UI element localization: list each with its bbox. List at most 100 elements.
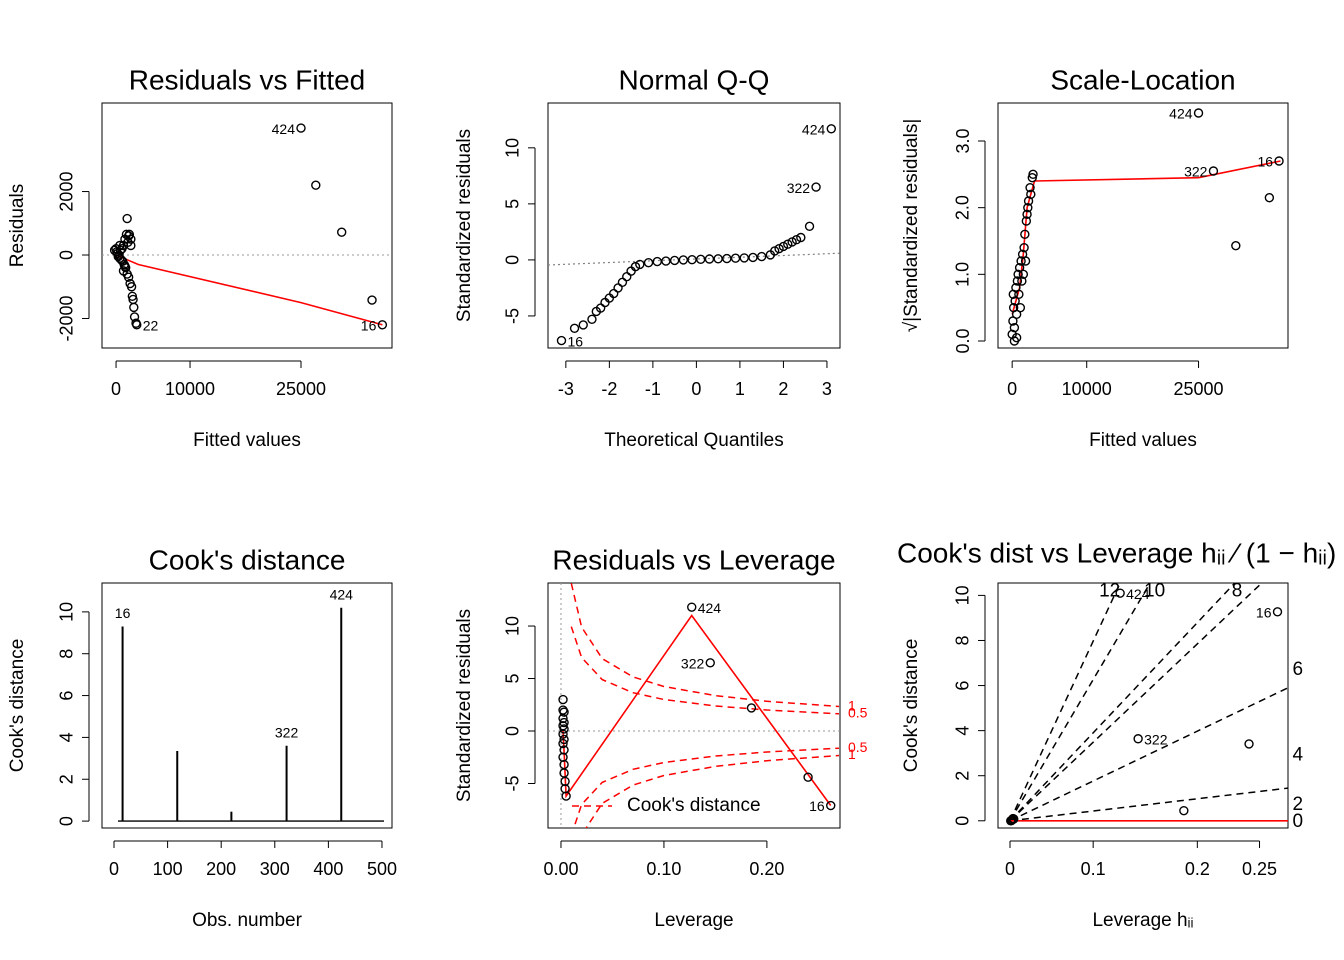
contour-line [585, 754, 840, 828]
panel-title: Normal Q-Q [619, 64, 770, 95]
point [661, 256, 671, 266]
point [1022, 209, 1032, 220]
y-tick-label: 4 [953, 726, 973, 736]
point [678, 255, 689, 265]
plot-area [1009, 583, 1288, 822]
y-tick-label: 0 [503, 255, 523, 265]
point-label: 16 [1257, 154, 1273, 170]
contour-label: 6 [1292, 659, 1303, 680]
y-tick-label: 0 [57, 250, 77, 260]
plot-frame [547, 582, 841, 829]
point [1272, 607, 1283, 617]
point [1028, 169, 1038, 180]
x-tick-label: 25000 [1174, 379, 1224, 399]
y-tick-label: 8 [57, 649, 77, 659]
y-tick-label: 8 [953, 635, 973, 645]
x-tick-label: 500 [367, 859, 397, 879]
contour-line [1009, 687, 1288, 822]
y-axis-label: √|Standardized residuals| [901, 119, 922, 333]
x-tick-label: 100 [153, 859, 183, 879]
x-axis-label: Fitted values [1089, 430, 1197, 451]
y-tick-label: 10 [503, 616, 523, 636]
x-tick-label: 0 [109, 859, 119, 879]
point [1016, 256, 1026, 266]
contour-label: 0.5 [848, 704, 868, 720]
point [713, 254, 723, 264]
contour-label: 8 [1232, 580, 1243, 601]
point [748, 252, 758, 263]
point [115, 245, 126, 255]
point [1018, 269, 1029, 280]
point [826, 800, 836, 811]
y-tick-label: 0 [503, 726, 523, 736]
x-tick-label: 0.1 [1081, 859, 1106, 879]
point [1017, 276, 1027, 286]
point [377, 320, 388, 330]
x-tick-label: 0.25 [1242, 859, 1277, 879]
point [1244, 739, 1254, 749]
x-tick-label: 0 [691, 379, 701, 399]
x-tick-label: 3 [822, 379, 832, 399]
panel-title: Scale-Location [1050, 64, 1235, 95]
contour-line [1009, 583, 1151, 822]
point [1020, 229, 1030, 240]
plot-frame [997, 582, 1289, 829]
point [722, 253, 732, 264]
plot-frame [101, 582, 393, 829]
point [826, 124, 836, 134]
x-tick-label: 25000 [276, 379, 326, 399]
contour-label: 0.5 [848, 739, 868, 755]
point [739, 253, 749, 263]
point [705, 658, 715, 668]
point [1014, 289, 1024, 300]
y-tick-label: 10 [953, 585, 973, 605]
y-tick-label: 2000 [57, 172, 77, 212]
point [1193, 108, 1204, 118]
point [123, 272, 134, 282]
smooth-line [562, 614, 832, 806]
x-axis-label: Leverage hᵢᵢ [1092, 910, 1193, 931]
point-label: 424 [1169, 106, 1193, 122]
point [129, 302, 139, 313]
contour-line [570, 583, 840, 708]
point [1179, 805, 1189, 816]
point [311, 180, 321, 190]
point [796, 232, 806, 243]
x-tick-label: 0.2 [1185, 859, 1210, 879]
point [115, 240, 125, 251]
point [1015, 302, 1026, 313]
point [118, 266, 129, 276]
point [558, 729, 568, 739]
point [559, 724, 569, 734]
contour-line [573, 747, 840, 828]
y-tick-label: 2 [57, 774, 77, 784]
point [746, 703, 757, 713]
x-tick-label: 200 [206, 859, 236, 879]
x-tick-label: 10000 [165, 379, 215, 399]
contour-line [1009, 787, 1288, 822]
contour-label: 1 [848, 697, 856, 713]
panel-title: Residuals vs Leverage [552, 544, 835, 575]
x-tick-label: 0.10 [646, 859, 681, 879]
point-label: 16 [1256, 605, 1272, 621]
contour-label: 10 [1144, 580, 1165, 601]
point [122, 213, 132, 224]
point [1231, 240, 1241, 251]
contour-label: 12 [1099, 580, 1120, 601]
x-tick-label: 10000 [1062, 379, 1112, 399]
y-tick-label: 4 [57, 732, 77, 742]
point [1023, 196, 1034, 206]
contour-label: 1 [848, 746, 856, 762]
plot-frame [101, 102, 393, 349]
panel-title: Cook's dist vs Leverage hᵢᵢ ⁄ (1 − hᵢᵢ) [897, 537, 1336, 568]
point-label: 424 [272, 121, 296, 137]
point [126, 240, 136, 251]
y-axis-label: Standardized residuals [454, 129, 475, 322]
point [1264, 192, 1275, 203]
y-tick-label: 10 [503, 138, 523, 158]
point [1115, 588, 1125, 598]
x-tick-label: -3 [558, 379, 574, 399]
point [559, 707, 569, 717]
point [730, 253, 741, 263]
point [1208, 166, 1219, 176]
